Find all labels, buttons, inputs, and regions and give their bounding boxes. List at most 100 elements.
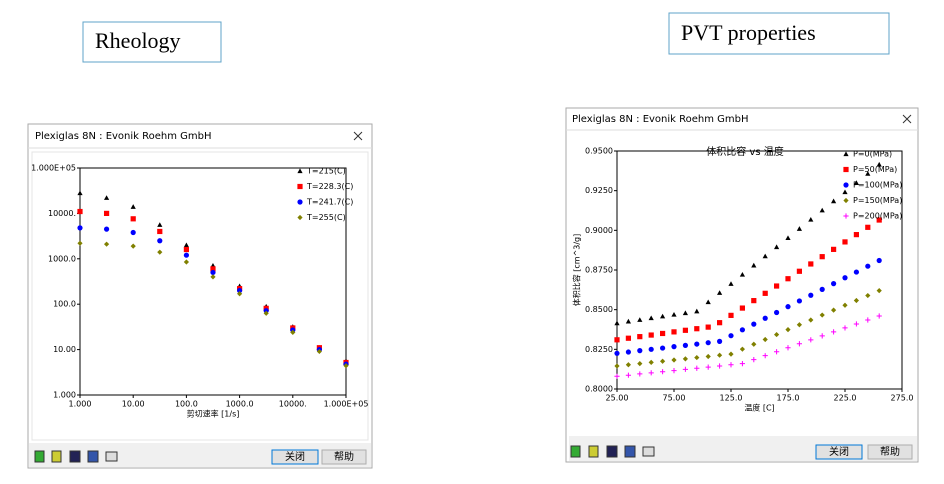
close-icon[interactable] <box>353 131 363 141</box>
data-point <box>157 222 163 227</box>
data-point <box>625 362 631 368</box>
button-label[interactable]: 关闭 <box>829 445 849 458</box>
button-label[interactable]: 帮助 <box>334 450 354 463</box>
legend-marker <box>843 182 849 188</box>
button[interactable] <box>271 449 319 465</box>
x-tick-label: 1000.0 <box>226 400 254 409</box>
data-point <box>625 349 632 355</box>
data-point <box>671 344 677 350</box>
button[interactable] <box>815 444 863 460</box>
button[interactable] <box>867 444 913 460</box>
data-point <box>682 327 688 333</box>
data-point <box>751 321 757 327</box>
data-point <box>853 297 859 304</box>
legend-marker <box>297 183 303 190</box>
data-point <box>648 370 654 376</box>
data-point <box>739 361 745 367</box>
data-point <box>694 326 700 332</box>
y-tick-label: 1.000E+05 <box>31 164 76 173</box>
data-point <box>728 333 734 339</box>
data-point <box>831 307 837 313</box>
data-point <box>819 312 825 318</box>
data-point <box>263 310 269 316</box>
data-point <box>785 327 791 333</box>
data-point <box>130 243 136 249</box>
data-point <box>853 269 860 275</box>
toolbar-icons[interactable] <box>34 450 118 463</box>
data-point <box>796 341 802 347</box>
data-point <box>819 207 825 213</box>
data-point <box>785 276 791 282</box>
button-label[interactable]: 关闭 <box>285 450 305 463</box>
y-tick-label: 0.8250 <box>585 345 613 354</box>
data-point <box>796 298 803 304</box>
data-point <box>751 262 757 268</box>
data-point <box>774 331 780 338</box>
data-point <box>774 349 780 355</box>
data-point <box>808 337 814 343</box>
chart-title: 体积比容 vs 温度 <box>706 145 784 158</box>
data-point <box>865 317 871 323</box>
data-point <box>637 334 643 340</box>
data-point <box>682 366 688 372</box>
legend-marker <box>297 214 303 221</box>
data-point <box>614 320 620 326</box>
data-point <box>157 228 163 235</box>
data-point <box>77 240 83 246</box>
data-point <box>614 337 620 343</box>
label-box <box>668 12 890 55</box>
data-point <box>865 292 871 299</box>
button[interactable] <box>321 449 367 465</box>
data-point <box>774 244 780 250</box>
x-tick-label: 275.0 <box>891 394 914 403</box>
data-point <box>739 346 745 352</box>
data-point <box>717 363 723 369</box>
legend-marker <box>297 168 303 174</box>
legend-label: T=215(C) <box>306 167 346 176</box>
data-point <box>739 305 745 311</box>
data-point <box>705 299 711 305</box>
x-axis-label: 剪切速率 [1/s] <box>187 409 240 419</box>
data-point <box>705 364 711 370</box>
x-tick-label: 1.000E+05 <box>324 400 369 409</box>
label-box <box>82 21 222 63</box>
data-point <box>876 217 882 223</box>
data-point <box>842 275 848 281</box>
data-point <box>625 372 631 378</box>
data-point <box>842 302 848 308</box>
data-point <box>739 327 746 333</box>
data-point <box>842 325 848 331</box>
data-point <box>808 292 814 298</box>
data-point <box>614 363 620 369</box>
x-tick-label: 10.00 <box>122 400 145 409</box>
data-point <box>831 198 837 204</box>
data-point <box>808 216 814 222</box>
data-point <box>876 313 882 319</box>
button-label[interactable]: 帮助 <box>880 445 900 458</box>
data-point <box>648 315 654 321</box>
data-point <box>739 272 745 277</box>
data-point <box>682 356 688 362</box>
data-point <box>671 329 677 335</box>
y-tick-label: 0.8000 <box>585 385 613 394</box>
legend-label: P=150(MPa) <box>853 196 902 205</box>
x-tick-label: 125.0 <box>720 394 743 403</box>
data-point <box>103 241 110 247</box>
data-point <box>157 238 163 244</box>
data-point <box>682 342 689 348</box>
data-point <box>785 345 791 351</box>
data-point <box>343 363 349 369</box>
legend-marker <box>843 197 849 204</box>
data-point <box>290 329 296 335</box>
x-tick-label: 25.00 <box>606 394 629 403</box>
legend-label: P=0(MPa) <box>853 150 892 159</box>
plot-frame <box>79 167 347 396</box>
data-point <box>762 253 768 259</box>
close-icon[interactable] <box>902 114 912 124</box>
toolbar-icons[interactable] <box>570 445 655 458</box>
x-tick-label: 225.0 <box>834 394 857 403</box>
legend-label: P=100(MPa) <box>853 181 902 190</box>
y-tick-label: 1.000 <box>53 391 76 400</box>
data-point <box>853 232 859 238</box>
